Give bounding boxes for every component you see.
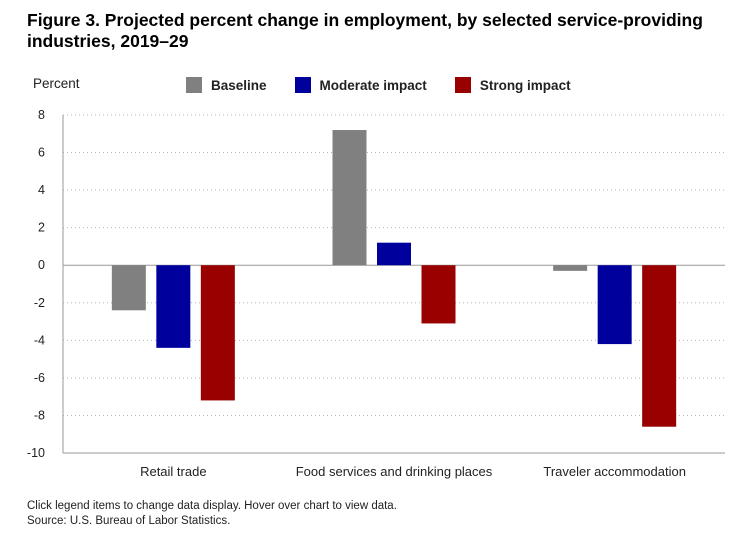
legend-swatch-moderate-impact (294, 77, 311, 93)
y-tick-label: 8 (38, 108, 45, 122)
x-category-label: Traveler accommodation (543, 464, 686, 479)
bar-baseline-traveler-accommodation[interactable] (553, 265, 588, 271)
legend-item-strong-impact[interactable]: Strong impact (454, 77, 571, 93)
y-tick-label: 6 (38, 146, 45, 160)
y-tick-label: -10 (27, 446, 45, 460)
legend-label-strong-impact: Strong impact (479, 77, 571, 93)
bar-baseline-food-services-and-drinking-places[interactable] (332, 130, 367, 266)
legend-label-moderate-impact: Moderate impact (319, 77, 427, 93)
chart-title: Figure 3. Projected percent change in em… (27, 10, 703, 51)
bar-strong-impact-food-services-and-drinking-places[interactable] (421, 265, 456, 324)
y-tick-label: -6 (34, 371, 45, 385)
y-tick-label: -4 (34, 333, 45, 347)
y-tick-label: 4 (38, 183, 45, 197)
y-tick-label: -2 (34, 296, 45, 310)
legend-label-baseline: Baseline (211, 77, 267, 93)
legend-swatch-strong-impact (454, 77, 471, 93)
x-category-label: Retail trade (140, 464, 206, 479)
legend: Baseline Moderate impact Strong impact (186, 74, 599, 96)
bar-baseline-retail-trade[interactable] (111, 265, 146, 311)
bar-strong-impact-traveler-accommodation[interactable] (642, 265, 677, 427)
chart-instructions: Click legend items to change data displa… (27, 500, 397, 512)
y-axis-unit-label: Percent (33, 76, 80, 91)
legend-swatch-baseline (186, 77, 202, 93)
chart-source: Source: U.S. Bureau of Labor Statistics. (27, 515, 231, 527)
y-tick-label: -8 (34, 408, 45, 422)
legend-item-baseline[interactable]: Baseline (186, 77, 267, 93)
bar-strong-impact-retail-trade[interactable] (200, 265, 235, 401)
bar-moderate-impact-retail-trade[interactable] (156, 265, 191, 348)
y-tick-label: 2 (38, 221, 45, 235)
x-category-label: Food services and drinking places (296, 464, 493, 479)
bar-moderate-impact-food-services-and-drinking-places[interactable] (377, 242, 411, 266)
legend-item-moderate-impact[interactable]: Moderate impact (294, 77, 427, 93)
y-tick-label: 0 (38, 258, 45, 272)
bar-moderate-impact-traveler-accommodation[interactable] (597, 265, 632, 345)
